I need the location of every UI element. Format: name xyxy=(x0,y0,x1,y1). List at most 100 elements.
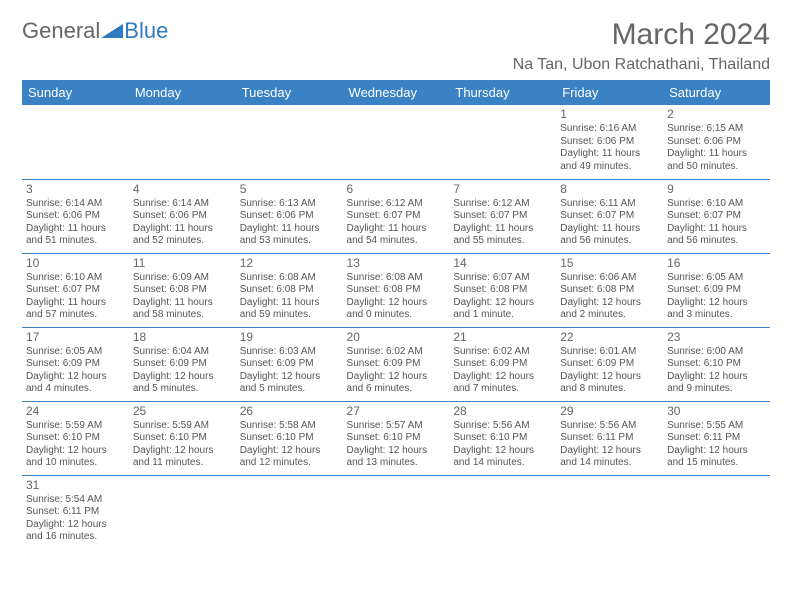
daylight-text: Daylight: 12 hours and 14 minutes. xyxy=(560,445,659,470)
sunrise-text: Sunrise: 6:04 AM xyxy=(133,346,232,359)
sunset-text: Sunset: 6:06 PM xyxy=(667,136,766,149)
sunset-text: Sunset: 6:11 PM xyxy=(560,432,659,445)
sunrise-text: Sunrise: 5:58 AM xyxy=(240,420,339,433)
title-block: March 2024 Na Tan, Ubon Ratchathani, Tha… xyxy=(513,18,770,74)
sunrise-text: Sunrise: 6:10 AM xyxy=(667,198,766,211)
calendar-cell: 1Sunrise: 6:16 AMSunset: 6:06 PMDaylight… xyxy=(556,105,663,179)
sunset-text: Sunset: 6:07 PM xyxy=(26,284,125,297)
day-number: 28 xyxy=(453,404,552,419)
logo-text-1: General xyxy=(22,18,100,44)
day-number: 2 xyxy=(667,107,766,122)
sunset-text: Sunset: 6:08 PM xyxy=(240,284,339,297)
day-number: 17 xyxy=(26,330,125,345)
day-number: 16 xyxy=(667,256,766,271)
sunset-text: Sunset: 6:09 PM xyxy=(133,358,232,371)
calendar-cell: 26Sunrise: 5:58 AMSunset: 6:10 PMDayligh… xyxy=(236,401,343,475)
sunrise-text: Sunrise: 6:08 AM xyxy=(240,272,339,285)
sunset-text: Sunset: 6:07 PM xyxy=(560,210,659,223)
sunset-text: Sunset: 6:11 PM xyxy=(667,432,766,445)
sunset-text: Sunset: 6:08 PM xyxy=(560,284,659,297)
day-number: 10 xyxy=(26,256,125,271)
day-number: 19 xyxy=(240,330,339,345)
daylight-text: Daylight: 12 hours and 9 minutes. xyxy=(667,371,766,396)
sunset-text: Sunset: 6:09 PM xyxy=(560,358,659,371)
day-header: Wednesday xyxy=(343,80,450,105)
calendar-cell: 9Sunrise: 6:10 AMSunset: 6:07 PMDaylight… xyxy=(663,179,770,253)
daylight-text: Daylight: 12 hours and 3 minutes. xyxy=(667,297,766,322)
calendar-cell xyxy=(556,475,663,549)
sunrise-text: Sunrise: 6:13 AM xyxy=(240,198,339,211)
sunrise-text: Sunrise: 6:16 AM xyxy=(560,123,659,136)
calendar-cell: 28Sunrise: 5:56 AMSunset: 6:10 PMDayligh… xyxy=(449,401,556,475)
day-number: 20 xyxy=(347,330,446,345)
calendar-cell xyxy=(236,105,343,179)
calendar-cell: 27Sunrise: 5:57 AMSunset: 6:10 PMDayligh… xyxy=(343,401,450,475)
day-number: 6 xyxy=(347,182,446,197)
calendar-cell xyxy=(236,475,343,549)
daylight-text: Daylight: 12 hours and 4 minutes. xyxy=(26,371,125,396)
sunset-text: Sunset: 6:06 PM xyxy=(133,210,232,223)
sunrise-text: Sunrise: 6:08 AM xyxy=(347,272,446,285)
sunrise-text: Sunrise: 6:05 AM xyxy=(667,272,766,285)
daylight-text: Daylight: 12 hours and 5 minutes. xyxy=(133,371,232,396)
daylight-text: Daylight: 11 hours and 59 minutes. xyxy=(240,297,339,322)
sunset-text: Sunset: 6:07 PM xyxy=(667,210,766,223)
calendar-cell: 20Sunrise: 6:02 AMSunset: 6:09 PMDayligh… xyxy=(343,327,450,401)
daylight-text: Daylight: 11 hours and 53 minutes. xyxy=(240,223,339,248)
sunset-text: Sunset: 6:09 PM xyxy=(347,358,446,371)
calendar-cell: 11Sunrise: 6:09 AMSunset: 6:08 PMDayligh… xyxy=(129,253,236,327)
sunset-text: Sunset: 6:07 PM xyxy=(347,210,446,223)
day-number: 15 xyxy=(560,256,659,271)
sunrise-text: Sunrise: 5:56 AM xyxy=(560,420,659,433)
calendar-cell xyxy=(343,105,450,179)
calendar-cell: 22Sunrise: 6:01 AMSunset: 6:09 PMDayligh… xyxy=(556,327,663,401)
sunrise-text: Sunrise: 5:59 AM xyxy=(26,420,125,433)
day-number: 11 xyxy=(133,256,232,271)
day-number: 29 xyxy=(560,404,659,419)
day-number: 14 xyxy=(453,256,552,271)
calendar-cell: 4Sunrise: 6:14 AMSunset: 6:06 PMDaylight… xyxy=(129,179,236,253)
sunrise-text: Sunrise: 6:09 AM xyxy=(133,272,232,285)
location: Na Tan, Ubon Ratchathani, Thailand xyxy=(513,56,770,74)
daylight-text: Daylight: 11 hours and 54 minutes. xyxy=(347,223,446,248)
calendar-cell: 13Sunrise: 6:08 AMSunset: 6:08 PMDayligh… xyxy=(343,253,450,327)
day-number: 22 xyxy=(560,330,659,345)
calendar-cell: 14Sunrise: 6:07 AMSunset: 6:08 PMDayligh… xyxy=(449,253,556,327)
sunrise-text: Sunrise: 5:54 AM xyxy=(26,494,125,507)
daylight-text: Daylight: 12 hours and 1 minute. xyxy=(453,297,552,322)
daylight-text: Daylight: 11 hours and 56 minutes. xyxy=(560,223,659,248)
day-number: 5 xyxy=(240,182,339,197)
calendar-cell: 15Sunrise: 6:06 AMSunset: 6:08 PMDayligh… xyxy=(556,253,663,327)
calendar-cell: 16Sunrise: 6:05 AMSunset: 6:09 PMDayligh… xyxy=(663,253,770,327)
daylight-text: Daylight: 12 hours and 2 minutes. xyxy=(560,297,659,322)
sunrise-text: Sunrise: 6:14 AM xyxy=(133,198,232,211)
calendar-cell: 6Sunrise: 6:12 AMSunset: 6:07 PMDaylight… xyxy=(343,179,450,253)
calendar-cell: 19Sunrise: 6:03 AMSunset: 6:09 PMDayligh… xyxy=(236,327,343,401)
daylight-text: Daylight: 12 hours and 7 minutes. xyxy=(453,371,552,396)
sunrise-text: Sunrise: 6:12 AM xyxy=(453,198,552,211)
day-number: 8 xyxy=(560,182,659,197)
calendar-cell: 5Sunrise: 6:13 AMSunset: 6:06 PMDaylight… xyxy=(236,179,343,253)
day-number: 12 xyxy=(240,256,339,271)
calendar-table: Sunday Monday Tuesday Wednesday Thursday… xyxy=(22,80,770,549)
day-number: 21 xyxy=(453,330,552,345)
calendar-cell: 2Sunrise: 6:15 AMSunset: 6:06 PMDaylight… xyxy=(663,105,770,179)
day-number: 27 xyxy=(347,404,446,419)
daylight-text: Daylight: 12 hours and 10 minutes. xyxy=(26,445,125,470)
day-number: 25 xyxy=(133,404,232,419)
calendar-week-row: 24Sunrise: 5:59 AMSunset: 6:10 PMDayligh… xyxy=(22,401,770,475)
calendar-cell: 3Sunrise: 6:14 AMSunset: 6:06 PMDaylight… xyxy=(22,179,129,253)
daylight-text: Daylight: 12 hours and 6 minutes. xyxy=(347,371,446,396)
logo: General Blue xyxy=(22,18,168,44)
daylight-text: Daylight: 11 hours and 55 minutes. xyxy=(453,223,552,248)
sunset-text: Sunset: 6:09 PM xyxy=(26,358,125,371)
calendar-cell xyxy=(129,105,236,179)
day-header: Sunday xyxy=(22,80,129,105)
day-header: Thursday xyxy=(449,80,556,105)
day-number: 31 xyxy=(26,478,125,493)
calendar-cell: 18Sunrise: 6:04 AMSunset: 6:09 PMDayligh… xyxy=(129,327,236,401)
sunset-text: Sunset: 6:10 PM xyxy=(453,432,552,445)
sunrise-text: Sunrise: 6:03 AM xyxy=(240,346,339,359)
day-header: Tuesday xyxy=(236,80,343,105)
sunrise-text: Sunrise: 6:15 AM xyxy=(667,123,766,136)
